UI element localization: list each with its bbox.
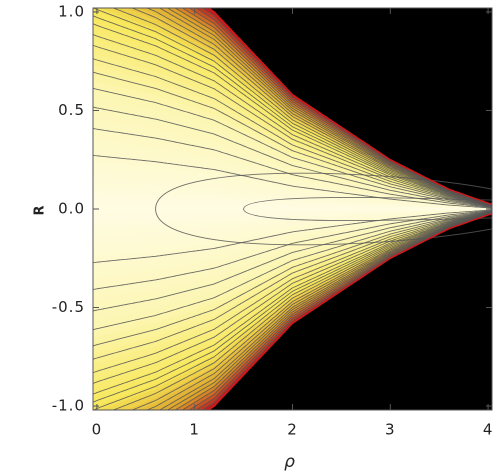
contour-line <box>158 212 492 410</box>
boundary <box>207 212 492 410</box>
contour-line <box>93 154 492 209</box>
contour-line <box>93 23 492 207</box>
contour-line <box>93 211 492 360</box>
contour-line <box>93 210 492 347</box>
x-tick-label: 2 <box>287 421 298 439</box>
contour-line <box>166 8 492 206</box>
contour-line <box>93 210 492 312</box>
x-axis-label: ρ <box>284 452 296 472</box>
contour-line <box>188 212 492 410</box>
contour-line <box>174 212 492 410</box>
contour-line <box>93 34 492 207</box>
contour-line <box>93 71 492 208</box>
contour-line <box>93 211 492 374</box>
contour-line <box>93 128 492 209</box>
contour-line <box>155 172 492 246</box>
contour-line <box>93 8 492 206</box>
contour-line <box>93 44 492 207</box>
contour-line <box>131 8 492 206</box>
contour-line <box>93 58 492 207</box>
y-tick-label: 1.0 <box>58 2 85 20</box>
boundary <box>207 8 492 206</box>
contour-line <box>181 8 492 206</box>
contour-line <box>93 211 492 395</box>
contour-line <box>93 87 492 208</box>
contour-line <box>131 212 492 410</box>
color-band <box>93 203 492 215</box>
contour-line <box>158 8 492 206</box>
y-tick-label: 0.5 <box>58 101 85 119</box>
contour-line <box>93 209 492 290</box>
contour-line <box>174 8 492 206</box>
contour-line <box>93 210 492 331</box>
x-tick-label: 3 <box>385 421 396 439</box>
x-tick-label: 4 <box>483 421 494 439</box>
x-tick-label: 1 <box>189 421 200 439</box>
contour-line <box>93 15 492 207</box>
contour-line <box>243 196 492 222</box>
contour-line <box>146 8 492 206</box>
contour-line <box>93 209 492 264</box>
y-tick-label: -0.5 <box>52 298 85 316</box>
y-tick-label: -1.0 <box>52 397 85 415</box>
y-axis-label: R <box>33 204 48 215</box>
contour-line <box>181 212 492 410</box>
contour-line <box>166 212 492 410</box>
contour-line <box>112 8 492 206</box>
y-tick-label: 0.0 <box>58 200 85 218</box>
contour-line <box>188 8 492 206</box>
contour-line <box>93 212 492 410</box>
contour-line <box>146 212 492 410</box>
contour-line <box>93 211 492 384</box>
contour-line <box>93 106 492 208</box>
x-tick-label: 0 <box>92 421 103 439</box>
contour-line <box>112 212 492 410</box>
plot-area <box>93 8 492 410</box>
contour-line <box>93 211 492 403</box>
